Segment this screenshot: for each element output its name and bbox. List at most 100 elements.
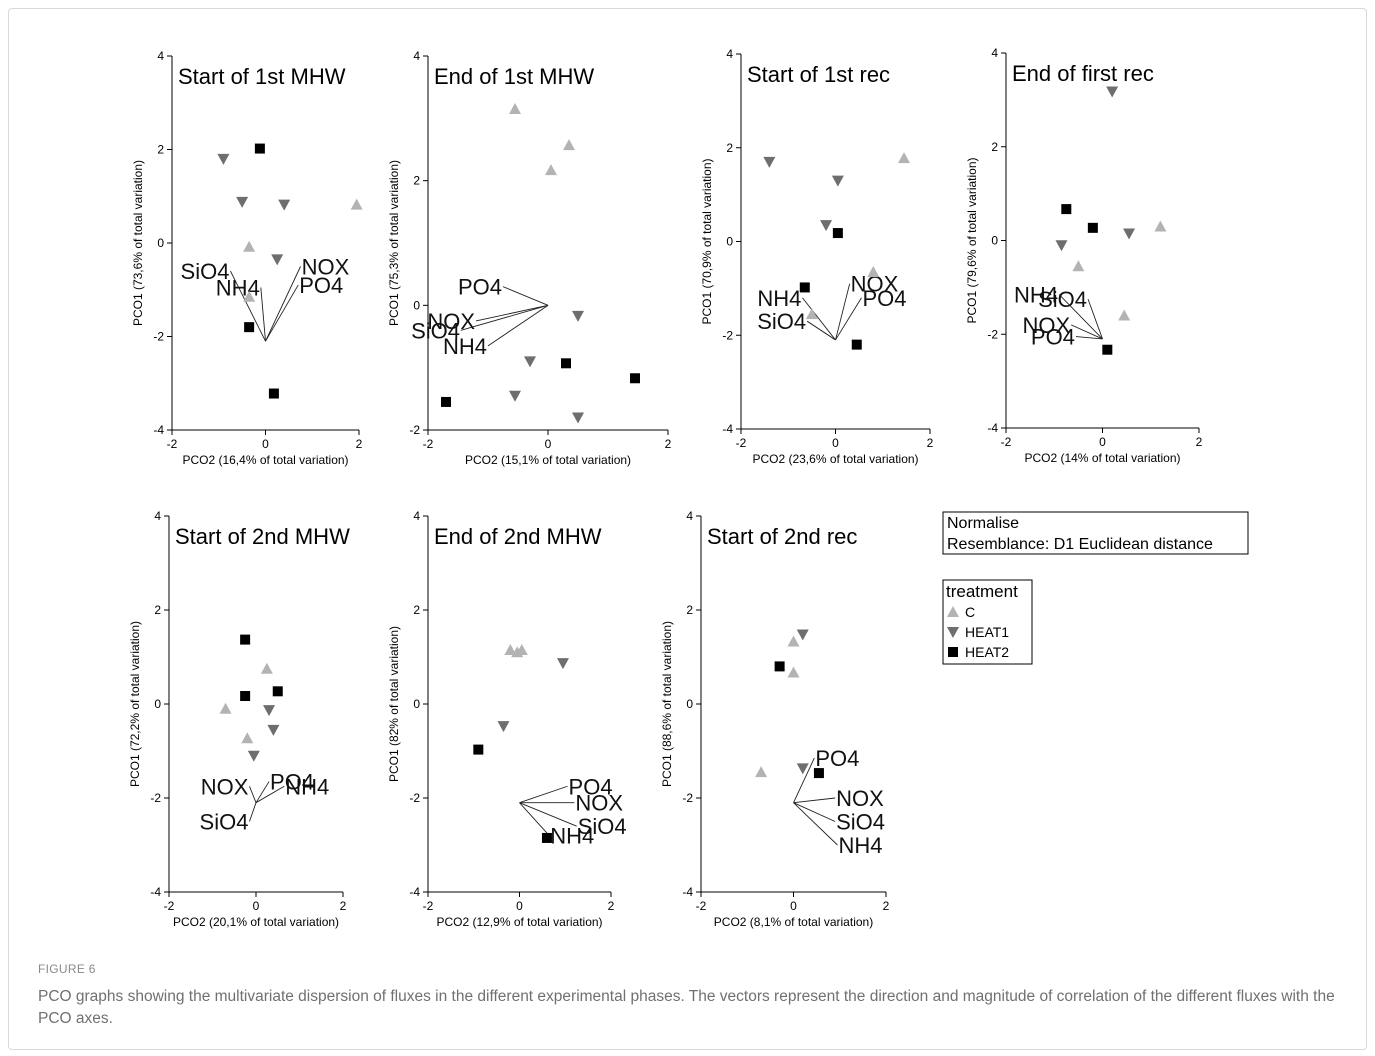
vector-line xyxy=(475,304,549,322)
y-tick-label: 2 xyxy=(154,603,161,617)
vector-label: SiO4 xyxy=(200,810,249,835)
x-tick-label: -2 xyxy=(1001,435,1012,449)
x-tick-label: -2 xyxy=(167,437,178,451)
info-box-line2: Resemblance: D1 Euclidean distance xyxy=(947,536,1213,553)
vector-line xyxy=(255,781,270,803)
panel-title: Start of 2nd MHW xyxy=(175,524,350,549)
y-tick-label: -4 xyxy=(409,885,420,899)
vector-label: NH4 xyxy=(443,334,487,359)
y-tick-label: -2 xyxy=(722,328,733,342)
y-tick-label: 4 xyxy=(413,49,420,63)
data-point xyxy=(541,832,552,843)
vector-label: PO4 xyxy=(569,774,613,799)
y-tick-label: -2 xyxy=(409,791,420,805)
data-point xyxy=(805,308,818,320)
legend: treatment C HEAT1 HEAT2 xyxy=(942,579,1033,665)
x-tick-label: 0 xyxy=(545,437,552,451)
vector-line xyxy=(835,283,851,341)
info-box-line1: Normalise xyxy=(947,515,1019,532)
vector-label: NH4 xyxy=(838,833,882,858)
y-tick-label: -4 xyxy=(722,422,733,436)
x-tick-label: -2 xyxy=(423,437,434,451)
x-tick-label: -2 xyxy=(164,899,175,913)
data-point xyxy=(504,643,517,655)
data-point xyxy=(243,290,256,302)
x-tick-label: -2 xyxy=(736,436,747,450)
vector-line xyxy=(1070,324,1103,340)
legend-label: C xyxy=(965,604,975,620)
data-point xyxy=(524,356,536,368)
data-point xyxy=(1123,228,1136,240)
y-axis-label: PCO1 (70,9% of total variation) xyxy=(700,158,714,324)
y-tick-label: 0 xyxy=(154,697,161,711)
panel-title: End of first rec xyxy=(1012,61,1154,86)
pco-panel: -2 0 2 4 -2 0 2 PCO2 (15,1% of total variation)… xyxy=(387,49,672,467)
data-point xyxy=(572,412,584,424)
data-point xyxy=(851,339,862,350)
y-axis-label: PCO1 (79,6% of total variation) xyxy=(965,157,979,323)
y-tick-label: -4 xyxy=(150,885,161,899)
x-tick-label: 0 xyxy=(253,899,260,913)
legend-marker xyxy=(948,647,958,657)
data-point xyxy=(1087,222,1098,233)
x-axis-label: PCO2 (8,1% of total variation) xyxy=(714,915,873,929)
data-point xyxy=(813,768,824,779)
vector-label: NH4 xyxy=(550,824,594,849)
data-point xyxy=(247,750,260,762)
panel-title: Start of 1st MHW xyxy=(178,64,346,89)
data-point xyxy=(1106,86,1119,98)
vector-label: NOX xyxy=(427,309,475,334)
vector-label: NH4 xyxy=(1014,282,1058,307)
data-point xyxy=(1055,240,1068,252)
data-point xyxy=(441,396,451,407)
vector-line xyxy=(249,786,257,803)
data-point xyxy=(473,744,484,755)
y-tick-label: 0 xyxy=(413,697,420,711)
y-axis-label: PCO1 (73,6% of total variation) xyxy=(131,160,145,326)
y-tick-label: 0 xyxy=(686,697,693,711)
vector-label: SiO4 xyxy=(1038,287,1087,312)
data-point xyxy=(241,732,254,744)
x-tick-label: 2 xyxy=(1196,435,1203,449)
vector-line xyxy=(1058,294,1103,340)
info-box: Normalise Resemblance: D1 Euclidean dist… xyxy=(942,511,1249,555)
x-axis-label: PCO2 (12,9% of total variation) xyxy=(436,915,602,929)
y-tick-label: -2 xyxy=(987,327,998,341)
vector-line xyxy=(519,785,568,804)
data-point xyxy=(243,240,256,252)
x-tick-label: 0 xyxy=(262,437,269,451)
data-point xyxy=(1154,220,1167,232)
data-point xyxy=(1072,260,1085,272)
y-tick-label: 2 xyxy=(413,174,420,188)
figure-caption: PCO graphs showing the multivariate disp… xyxy=(38,988,1335,1027)
y-tick-label: -2 xyxy=(153,330,164,344)
vector-label: NOX xyxy=(302,254,350,279)
y-tick-label: 0 xyxy=(413,298,420,312)
x-tick-label: 0 xyxy=(832,436,839,450)
data-point xyxy=(763,156,776,168)
data-point xyxy=(217,153,230,165)
vector-label: NOX xyxy=(201,774,249,799)
data-point xyxy=(236,196,249,208)
data-point xyxy=(515,643,528,655)
vector-label: NOX xyxy=(836,786,884,811)
y-tick-label: 4 xyxy=(726,47,733,61)
data-point xyxy=(832,228,843,239)
data-point xyxy=(240,691,251,702)
vector-label: NH4 xyxy=(757,286,801,311)
vector-label: PO4 xyxy=(1031,325,1075,350)
y-tick-label: 0 xyxy=(991,234,998,248)
vector-label: SiO4 xyxy=(181,259,230,284)
data-point xyxy=(272,686,283,697)
x-axis-label: PCO2 (15,1% of total variation) xyxy=(465,453,631,467)
data-point xyxy=(509,102,521,114)
vector-line xyxy=(502,286,549,306)
data-point xyxy=(831,175,844,187)
legend-label: HEAT1 xyxy=(965,624,1009,640)
